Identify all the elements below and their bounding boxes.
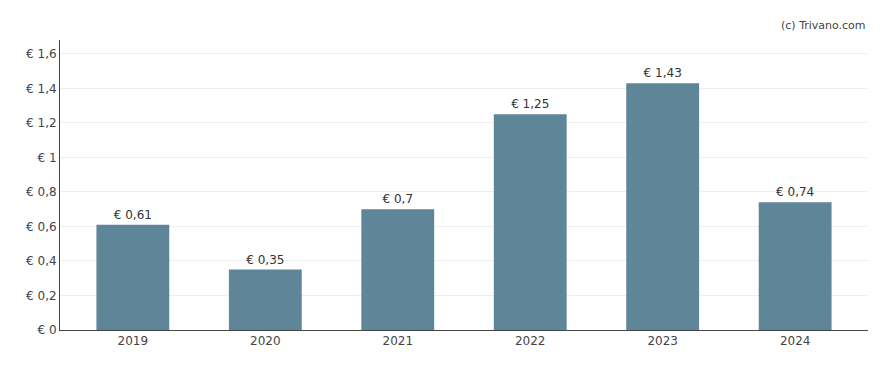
svg-text:€ 0,35: € 0,35 — [246, 253, 284, 267]
svg-text:€ 1,6: € 1,6 — [26, 47, 57, 61]
svg-text:€ 0,61: € 0,61 — [114, 208, 152, 222]
svg-text:€ 0,7: € 0,7 — [382, 192, 413, 206]
svg-text:€ 0,74: € 0,74 — [776, 185, 814, 199]
svg-text:€ 1,43: € 1,43 — [644, 66, 682, 80]
svg-text:€ 1: € 1 — [38, 151, 57, 165]
svg-text:2019: 2019 — [118, 334, 149, 348]
svg-text:2021: 2021 — [382, 334, 413, 348]
svg-text:€ 1,25: € 1,25 — [511, 97, 549, 111]
svg-text:2023: 2023 — [647, 334, 678, 348]
svg-text:€ 0,8: € 0,8 — [26, 185, 57, 199]
svg-text:€ 0,2: € 0,2 — [26, 289, 57, 303]
svg-text:2024: 2024 — [780, 334, 811, 348]
svg-text:2020: 2020 — [250, 334, 281, 348]
svg-text:€ 0,6: € 0,6 — [26, 220, 57, 234]
svg-text:€ 1,4: € 1,4 — [26, 82, 57, 96]
svg-text:2022: 2022 — [515, 334, 546, 348]
svg-text:€ 0,4: € 0,4 — [26, 254, 57, 268]
svg-text:(c) Trivano.com: (c) Trivano.com — [781, 19, 866, 32]
svg-text:€ 0: € 0 — [38, 323, 57, 337]
svg-text:€ 1,2: € 1,2 — [26, 116, 57, 130]
